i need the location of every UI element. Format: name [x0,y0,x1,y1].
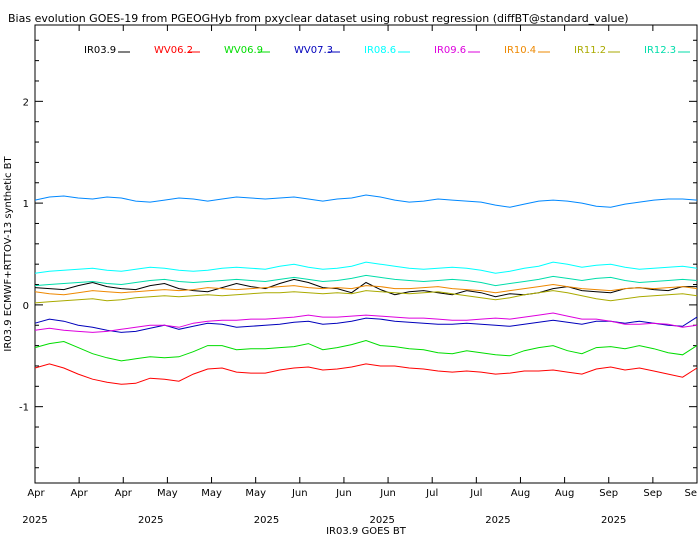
series-line-wv073 [34,316,698,333]
x-tick-label: Aug [555,488,575,499]
legend-label: IR11.2 [574,45,606,56]
x-tick-label: Apr [115,488,133,499]
legend-label: IR03.9 [84,45,116,56]
x-year-label: 2025 [369,515,394,526]
x-tick-label: May [201,488,222,499]
x-tick-label: May [245,488,266,499]
x-tick-label: Jun [335,488,352,499]
y-tick-label: 2 [23,97,29,108]
x-year-label: 2025 [601,515,626,526]
x-year-label: 2025 [485,515,510,526]
legend-label: WV06.2 [154,45,193,56]
series-layer [34,194,698,385]
x-year-label: 2025 [138,515,163,526]
legend-label: IR10.4 [504,45,536,56]
x-tick-label: Apr [70,488,88,499]
series-line-wv069 [34,339,698,362]
series-line-ir039 [34,278,697,298]
legend-label: IR09.6 [434,45,466,56]
series-line-ir112 [34,290,698,304]
x-tick-label: Jun [291,488,308,499]
legend-label: IR12.3 [644,45,676,56]
x-axis: Apr Apr Apr May May May Jun Jun Jun Jul Jul Aug Aug S… [22,25,698,526]
x-axis-label: IR03.9 GOES BT [326,526,407,537]
y-tick-label: -1 [19,403,29,414]
y-axis: -1 0 1 2 [19,39,697,469]
legend-label: IR08.6 [364,45,396,56]
legend: IR03.9 WV06.2 WV06.9 WV07.3 IR08.6 IR09.6 IR10… [84,45,690,56]
x-tick-label: Jul [469,488,482,499]
legend-label: WV06.9 [224,45,263,56]
series-line-wv062 [34,363,698,385]
x-tick-label: Sep [599,488,618,499]
plot-frame [34,24,698,484]
series-line-ir123 [34,274,698,287]
x-tick-label: May [157,488,178,499]
series-line-ir096 [34,312,698,333]
x-tick-label: Se [685,488,698,499]
x-year-label: 2025 [22,515,47,526]
series-line-ir086 [34,261,698,274]
y-tick-label: 1 [23,199,29,210]
x-tick-label: Apr [27,488,45,499]
x-tick-label: Sep [643,488,662,499]
x-year-label: 2025 [254,515,279,526]
series-line-ir104 [34,283,698,296]
legend-label: WV07.3 [294,45,333,56]
series-line-unlabeled [34,194,698,208]
x-tick-label: Jun [379,488,396,499]
y-tick-label: 0 [23,301,29,312]
y-axis-label: IR03.9 ECMWF+RTTOV-13 synthetic BT [3,155,14,351]
chart-title: Bias evolution GOES-19 from PGEOGHyb fro… [8,12,629,25]
x-tick-label: Jul [425,488,438,499]
x-tick-label: Aug [511,488,531,499]
